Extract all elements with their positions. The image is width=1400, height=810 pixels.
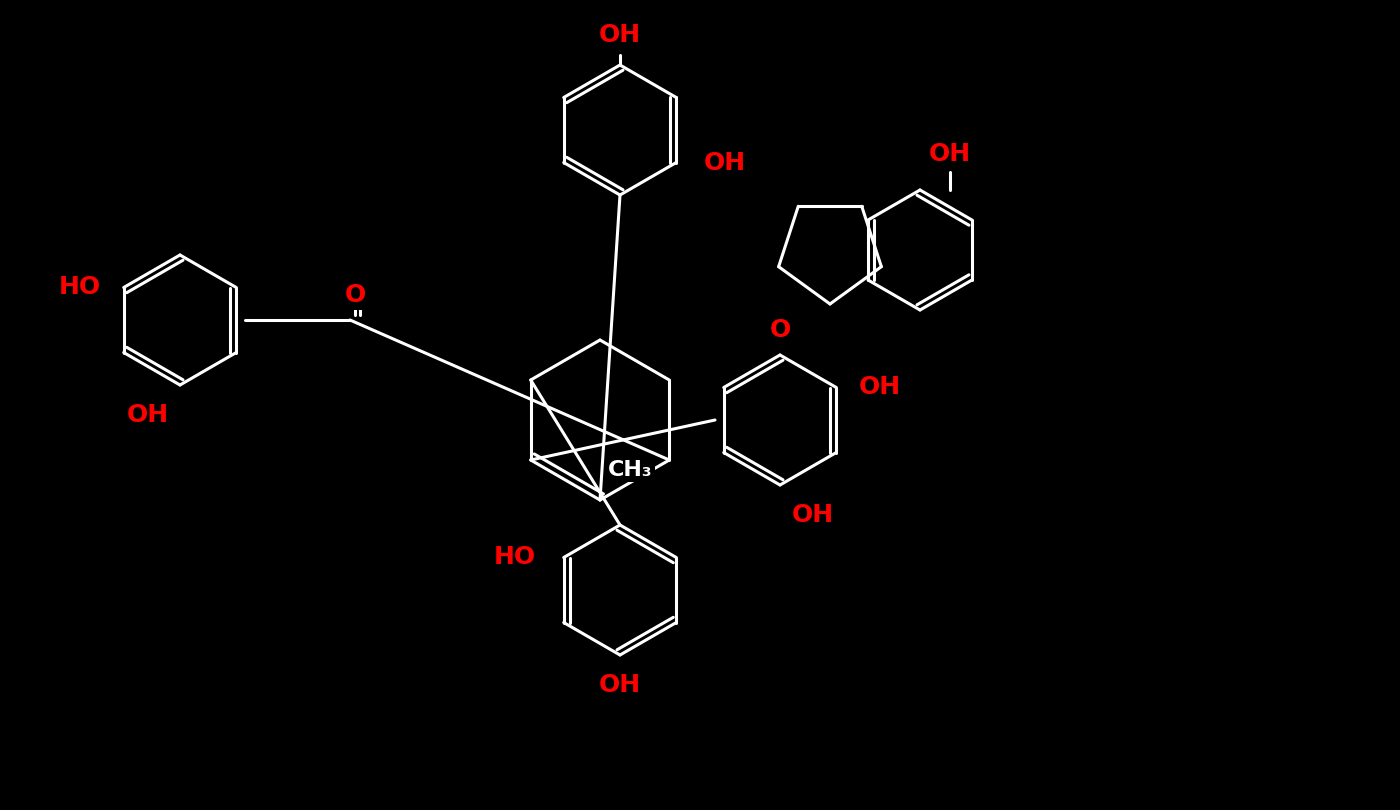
Text: OH: OH	[791, 503, 833, 527]
Text: OH: OH	[599, 673, 641, 697]
Text: O: O	[770, 318, 791, 342]
Text: OH: OH	[860, 376, 902, 399]
Text: O: O	[344, 283, 365, 307]
Text: OH: OH	[704, 151, 746, 174]
Text: CH₃: CH₃	[608, 460, 652, 480]
Text: OH: OH	[126, 403, 168, 427]
Text: HO: HO	[494, 545, 536, 569]
Text: HO: HO	[59, 275, 101, 300]
Text: OH: OH	[930, 142, 972, 166]
Text: OH: OH	[599, 23, 641, 47]
